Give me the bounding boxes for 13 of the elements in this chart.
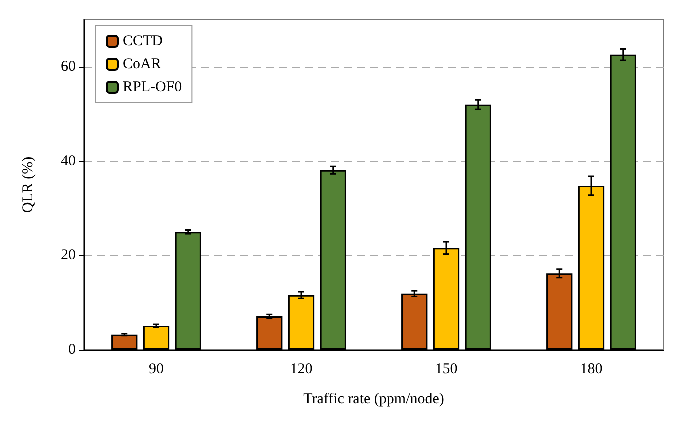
y-tick-label: 60: [61, 59, 76, 76]
legend-label: CCTD: [123, 34, 164, 50]
legend-label: CoAR: [123, 56, 162, 72]
x-axis-title: Traffic rate (ppm/node): [304, 392, 444, 408]
x-tick-label: 120: [290, 362, 313, 378]
x-tick-label: 180: [580, 362, 603, 378]
x-tick-label: 90: [149, 362, 164, 378]
legend-label: RPL-OF0: [123, 80, 182, 96]
x-tick-label: 150: [435, 362, 458, 378]
y-tick-label: 0: [68, 342, 76, 358]
y-tick-label: 40: [61, 153, 76, 170]
y-tick-label: 20: [61, 248, 76, 264]
y-axis-title: QLR (%): [20, 156, 36, 214]
